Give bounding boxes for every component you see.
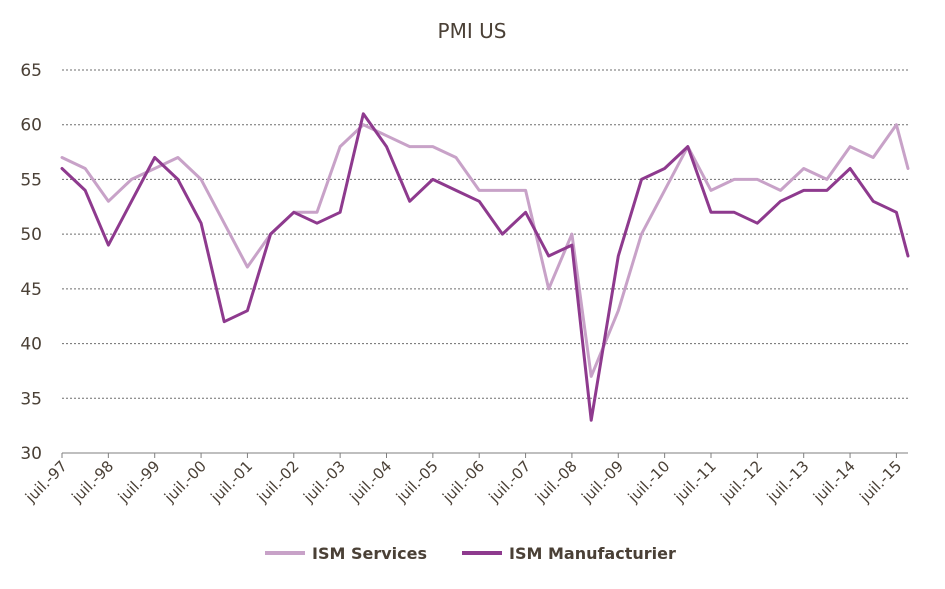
x-tick-label: juil.-06 [438, 457, 488, 507]
y-tick-label: 45 [20, 280, 42, 300]
x-tick-label: juil.-11 [670, 457, 720, 507]
x-tick-label: juil.-07 [485, 457, 535, 507]
x-tick-label: juil.-10 [624, 457, 674, 507]
x-tick-label: juil.-14 [809, 457, 859, 507]
x-tick-label: juil.-02 [253, 457, 303, 507]
x-tick-label: juil.-04 [346, 457, 396, 507]
x-tick-label: juil.-03 [299, 457, 349, 507]
series-lines [60, 112, 910, 422]
x-tick-label: juil.-08 [531, 457, 581, 507]
chart-title: PMI US [438, 19, 507, 43]
x-axis: juil.-97juil.-98juil.-99juil.-00juil.-01… [21, 453, 905, 507]
gridlines [62, 69, 908, 454]
x-tick-label: juil.-01 [207, 457, 257, 507]
y-tick-label: 35 [20, 389, 42, 409]
y-axis: 30 35 40 45 50 55 60 65 [20, 61, 42, 464]
y-tick-label: 30 [20, 444, 42, 464]
x-tick-label: juil.-13 [763, 457, 813, 507]
x-tick-label: juil.-98 [67, 457, 117, 507]
x-tick-label: juil.-12 [716, 457, 766, 507]
y-tick-label: 60 [20, 116, 42, 136]
legend: ISM Services ISM Manufacturier [265, 544, 676, 563]
y-tick-label: 65 [20, 61, 42, 81]
x-tick-label: juil.-00 [160, 457, 210, 507]
y-tick-label: 40 [20, 335, 42, 355]
legend-label-ism-manufacturier: ISM Manufacturier [509, 544, 676, 563]
x-tick-label: juil.-15 [856, 457, 906, 507]
legend-label-ism-services: ISM Services [312, 544, 427, 563]
x-tick-label: juil.-99 [114, 457, 164, 507]
series-line-ism-services [60, 123, 910, 378]
y-tick-label: 55 [20, 170, 42, 190]
x-tick-label: juil.-09 [577, 457, 627, 507]
series-line-ism-manufacturier [60, 112, 910, 422]
x-tick-label: juil.-05 [392, 457, 442, 507]
y-tick-label: 50 [20, 225, 42, 245]
x-tick-label: juil.-97 [21, 457, 71, 507]
